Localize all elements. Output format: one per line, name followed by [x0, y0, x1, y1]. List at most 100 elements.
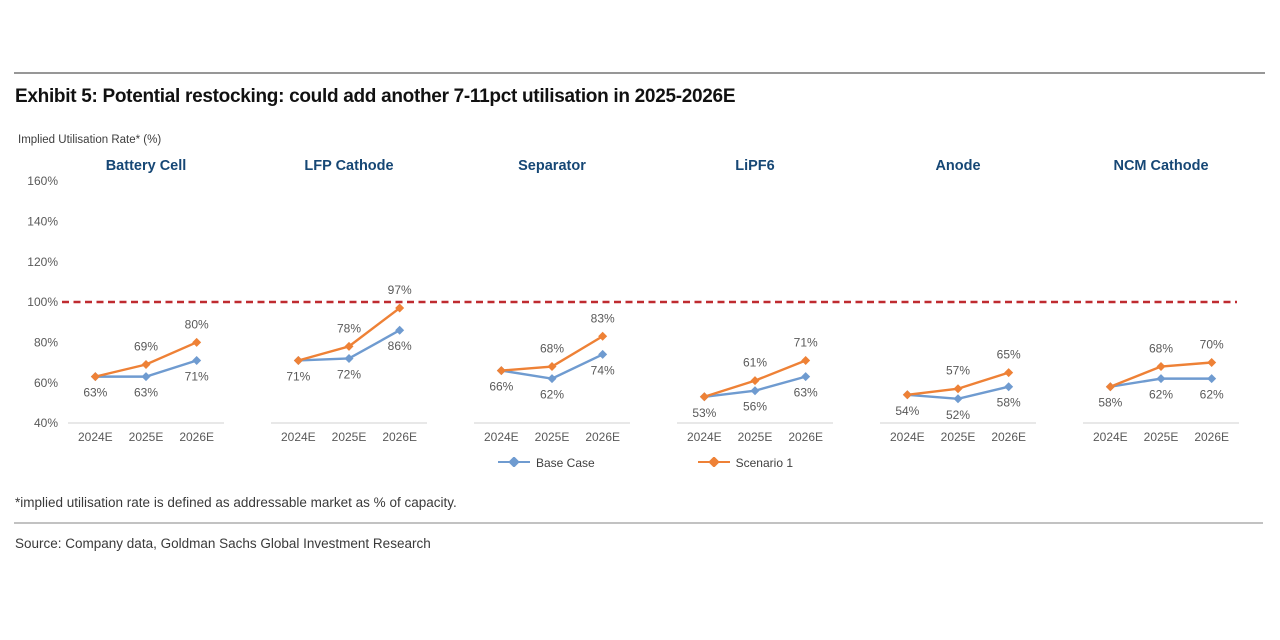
panel-title: LFP Cathode: [304, 158, 393, 174]
chart-legend: Base Case Scenario 1: [497, 454, 793, 472]
data-label-base-case: 52%: [946, 408, 970, 422]
marker-scenario-1: [1156, 362, 1166, 372]
marker-scenario-1: [953, 384, 963, 394]
source-line: Source: Company data, Goldman Sachs Glob…: [15, 536, 431, 551]
marker-scenario-1: [598, 331, 608, 341]
data-label-base-case: 72%: [337, 367, 361, 381]
x-tick-label: 2026E: [991, 430, 1026, 444]
marker-scenario-1: [141, 360, 151, 370]
data-label-scenario-1: 80%: [185, 317, 209, 331]
marker-scenario-1: [547, 362, 557, 372]
data-label-base-case: 74%: [591, 363, 615, 377]
marker-base-case: [598, 349, 608, 359]
panel-title: Anode: [935, 158, 980, 174]
data-label-scenario-1: 68%: [1149, 342, 1173, 356]
x-tick-label: 2025E: [941, 430, 976, 444]
panel-title: Separator: [518, 158, 586, 174]
data-label-base-case: 62%: [1200, 388, 1224, 402]
x-tick-label: 2025E: [129, 430, 164, 444]
y-tick-label: 80%: [34, 336, 58, 350]
data-label-base-case: 63%: [794, 386, 818, 400]
marker-scenario-1: [1207, 357, 1217, 367]
x-tick-label: 2026E: [179, 430, 214, 444]
data-label-base-case: 58%: [1098, 396, 1122, 410]
marker-base-case: [1207, 374, 1217, 384]
footnote-divider: [14, 522, 1263, 524]
marker-scenario-1: [344, 341, 354, 351]
data-label-scenario-1: 57%: [946, 364, 970, 378]
marker-base-case: [1004, 382, 1014, 392]
marker-scenario-1: [750, 376, 760, 386]
legend-item-base-case: Base Case: [497, 454, 595, 472]
y-tick-label: 100%: [27, 295, 58, 309]
marker-scenario-1: [1105, 382, 1115, 392]
data-label-scenario-1: 68%: [540, 342, 564, 356]
x-tick-label: 2024E: [890, 430, 925, 444]
x-tick-label: 2024E: [687, 430, 722, 444]
data-label-scenario-1: 70%: [1200, 337, 1224, 351]
data-label-base-case: 56%: [743, 400, 767, 414]
data-label-base-case: 62%: [540, 388, 564, 402]
data-label-base-case: 71%: [185, 369, 209, 383]
x-tick-label: 2024E: [484, 430, 519, 444]
data-label-scenario-1: 83%: [591, 311, 615, 325]
marker-scenario-1: [496, 366, 506, 376]
exhibit-title: Exhibit 5: Potential restocking: could a…: [15, 86, 736, 107]
data-label-scenario-1: 97%: [388, 283, 412, 297]
data-label-base-case: 63%: [134, 386, 158, 400]
x-tick-label: 2026E: [585, 430, 620, 444]
marker-scenario-1: [801, 355, 811, 365]
marker-scenario-1: [192, 337, 202, 347]
x-tick-label: 2026E: [1194, 430, 1229, 444]
y-tick-label: 40%: [34, 416, 58, 430]
data-label-scenario-1: 69%: [134, 340, 158, 354]
marker-base-case: [192, 355, 202, 365]
data-label-base-case: 53%: [692, 406, 716, 420]
x-tick-label: 2024E: [281, 430, 316, 444]
scenario-1-line-marker-icon: [697, 454, 731, 472]
marker-base-case: [395, 325, 405, 335]
panel-title: LiPF6: [735, 158, 774, 174]
data-label-base-case: 62%: [1149, 388, 1173, 402]
y-axis-title: Implied Utilisation Rate* (%): [18, 134, 162, 146]
marker-base-case: [1156, 374, 1166, 384]
x-tick-label: 2025E: [535, 430, 570, 444]
panel-title: NCM Cathode: [1113, 158, 1208, 174]
data-label-scenario-1: 65%: [997, 348, 1021, 362]
marker-scenario-1: [699, 392, 709, 402]
marker-scenario-1: [1004, 368, 1014, 378]
y-tick-label: 160%: [27, 174, 58, 188]
data-label-base-case: 71%: [286, 369, 310, 383]
base-case-line-marker-icon: [497, 454, 531, 472]
header-divider: [14, 72, 1265, 74]
marker-scenario-1: [902, 390, 912, 400]
y-tick-label: 140%: [27, 215, 58, 229]
data-label-base-case: 54%: [895, 404, 919, 418]
data-label-base-case: 86%: [388, 339, 412, 353]
marker-scenario-1: [90, 372, 100, 382]
marker-base-case: [750, 386, 760, 396]
marker-base-case: [141, 372, 151, 382]
multi-panel-line-chart: 160% 140% 120% 100% 80% 60% 40% 2024E 2025E 2026E…: [27, 158, 1239, 444]
marker-scenario-1: [293, 355, 303, 365]
x-tick-label: 2024E: [1093, 430, 1128, 444]
marker-base-case: [953, 394, 963, 404]
data-label-scenario-1: 71%: [794, 335, 818, 349]
x-tick-label: 2026E: [788, 430, 823, 444]
data-label-base-case: 63%: [83, 386, 107, 400]
data-label-base-case: 66%: [489, 380, 513, 394]
y-tick-label: 60%: [34, 376, 58, 390]
x-tick-label: 2025E: [738, 430, 773, 444]
x-tick-label: 2026E: [382, 430, 417, 444]
x-tick-label: 2025E: [1144, 430, 1179, 444]
marker-base-case: [547, 374, 557, 384]
x-tick-label: 2025E: [332, 430, 367, 444]
y-tick-label: 120%: [27, 255, 58, 269]
footnote: *implied utilisation rate is defined as …: [15, 495, 457, 510]
legend-label-base-case: Base Case: [536, 456, 595, 470]
data-label-scenario-1: 61%: [743, 356, 767, 370]
data-label-scenario-1: 78%: [337, 321, 361, 335]
marker-base-case: [344, 353, 354, 363]
legend-item-scenario-1: Scenario 1: [697, 454, 793, 472]
legend-label-scenario-1: Scenario 1: [735, 456, 793, 470]
